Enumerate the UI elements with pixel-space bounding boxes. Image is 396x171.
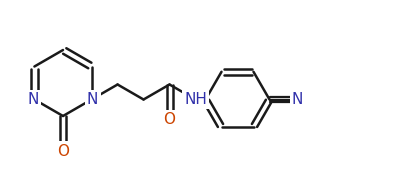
Text: N: N xyxy=(87,92,98,107)
Text: N: N xyxy=(28,92,39,107)
Text: O: O xyxy=(57,143,69,159)
Text: N: N xyxy=(292,92,303,107)
Text: O: O xyxy=(164,112,175,127)
Text: NH: NH xyxy=(184,92,207,107)
